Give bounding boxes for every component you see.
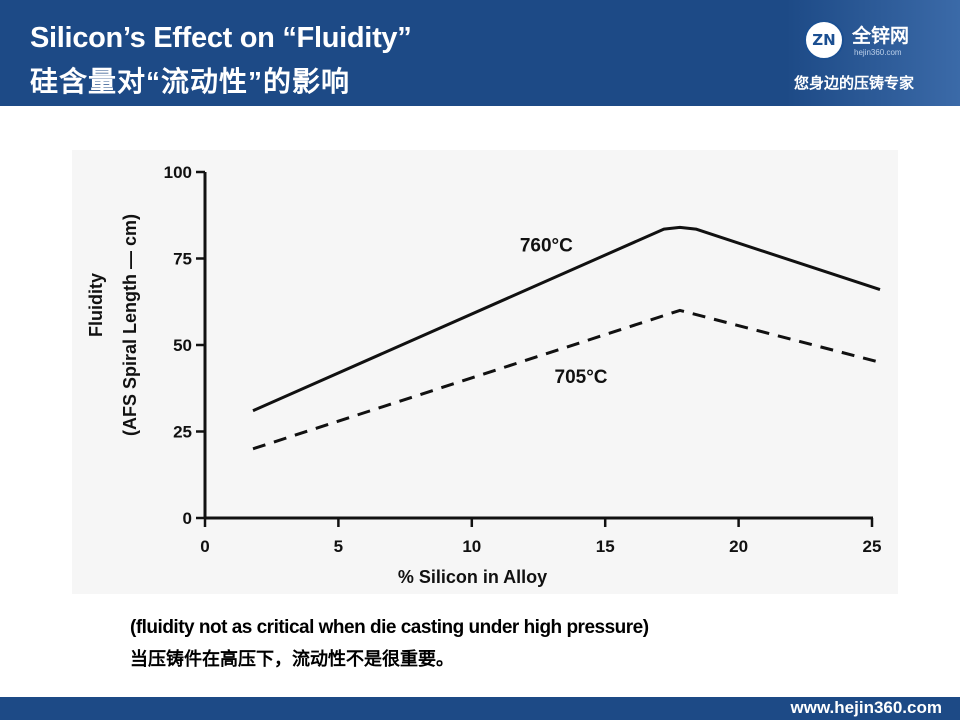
- x-axis-label: % Silicon in Alloy: [398, 567, 547, 587]
- logo-badge-text: ZN: [812, 31, 836, 49]
- y-axis-label: Fluidity: [86, 273, 106, 337]
- note-chinese: 当压铸件在高压下，流动性不是很重要。: [130, 649, 454, 669]
- y-tick-label: 75: [173, 250, 192, 269]
- footer-url: www.hejin360.com: [790, 698, 942, 717]
- y-axis-label-units: (AFS Spiral Length — cm): [120, 214, 140, 436]
- y-tick-label: 50: [173, 336, 192, 355]
- logo-url: hejin360.com: [854, 48, 902, 57]
- footer-bar: www.hejin360.com: [0, 697, 960, 720]
- x-tick-label: 15: [596, 537, 615, 556]
- x-tick-label: 20: [729, 537, 748, 556]
- x-tick-label: 5: [334, 537, 343, 556]
- note-english: (fluidity not as critical when die casti…: [130, 617, 649, 638]
- series-line-2: [252, 308, 881, 451]
- x-tick-label: 25: [863, 537, 882, 556]
- y-tick-label: 0: [183, 509, 192, 528]
- slide-title-chinese: 硅含量对“流动性”的影响: [30, 66, 351, 97]
- logo-name: 全锌网: [852, 26, 910, 47]
- y-tick-label: 25: [173, 423, 192, 442]
- series-line-1: [252, 225, 881, 413]
- slide-title-english: Silicon’s Effect on “Fluidity”: [30, 22, 412, 54]
- zn-logo-icon: ZN: [804, 20, 844, 60]
- x-tick-label: 10: [462, 537, 481, 556]
- series-label-2: 705°C: [555, 367, 608, 388]
- x-tick-label: 0: [200, 537, 209, 556]
- y-tick-label: 100: [164, 163, 192, 182]
- fluidity-chart: 0 25 50 75 100 0 5 10 15 20 25 % Silicon in Alloy Fl…: [86, 163, 882, 587]
- series-label-1: 760°C: [520, 236, 573, 257]
- logo-slogan: 您身边的压铸专家: [794, 75, 915, 92]
- chart-panel: 0 25 50 75 100 0 5 10 15 20 25 % Silicon in Alloy Fl…: [72, 150, 898, 594]
